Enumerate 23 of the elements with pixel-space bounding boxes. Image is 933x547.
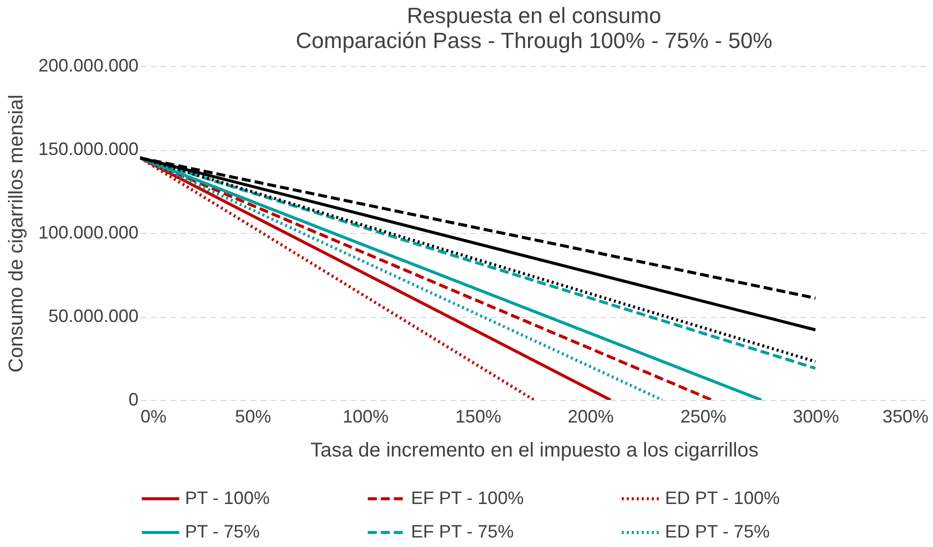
legend-label: ED PT - 100% (665, 488, 780, 508)
y-tick-label: 0 (128, 390, 138, 410)
x-axis-title: Tasa de incremento en el impuesto a los cigarrillos (310, 440, 758, 462)
y-axis-title: Consumo de cigarrillos mensial (5, 94, 28, 372)
y-tick-label: 200.000.000 (38, 56, 138, 76)
y-tick-label: 50.000.000 (48, 306, 138, 326)
x-tick-label: 150% (455, 406, 502, 426)
legend-label: EF PT - 100% (411, 488, 524, 508)
y-tick-label: 100.000.000 (38, 222, 138, 242)
x-tick-label: 0% (140, 406, 167, 426)
legend-label: PT - 75% (185, 522, 260, 542)
x-tick-label: 250% (680, 406, 726, 426)
x-tick-label: 100% (342, 406, 389, 426)
chart-subtitle: Comparación Pass - Through 100% - 75% - 50% (296, 28, 772, 53)
x-tick-label: 300% (792, 406, 839, 426)
legend-label: ED PT - 75% (665, 522, 770, 542)
y-tick-label: 150.000.000 (38, 139, 138, 159)
legend-label: PT - 100% (185, 488, 270, 508)
x-tick-label: 350% (882, 406, 928, 426)
x-tick-label: 200% (568, 406, 614, 426)
x-tick-label: 50% (235, 406, 272, 426)
legend-label: EF PT - 75% (411, 522, 514, 542)
chart-title: Respuesta en el consumo (406, 3, 662, 28)
